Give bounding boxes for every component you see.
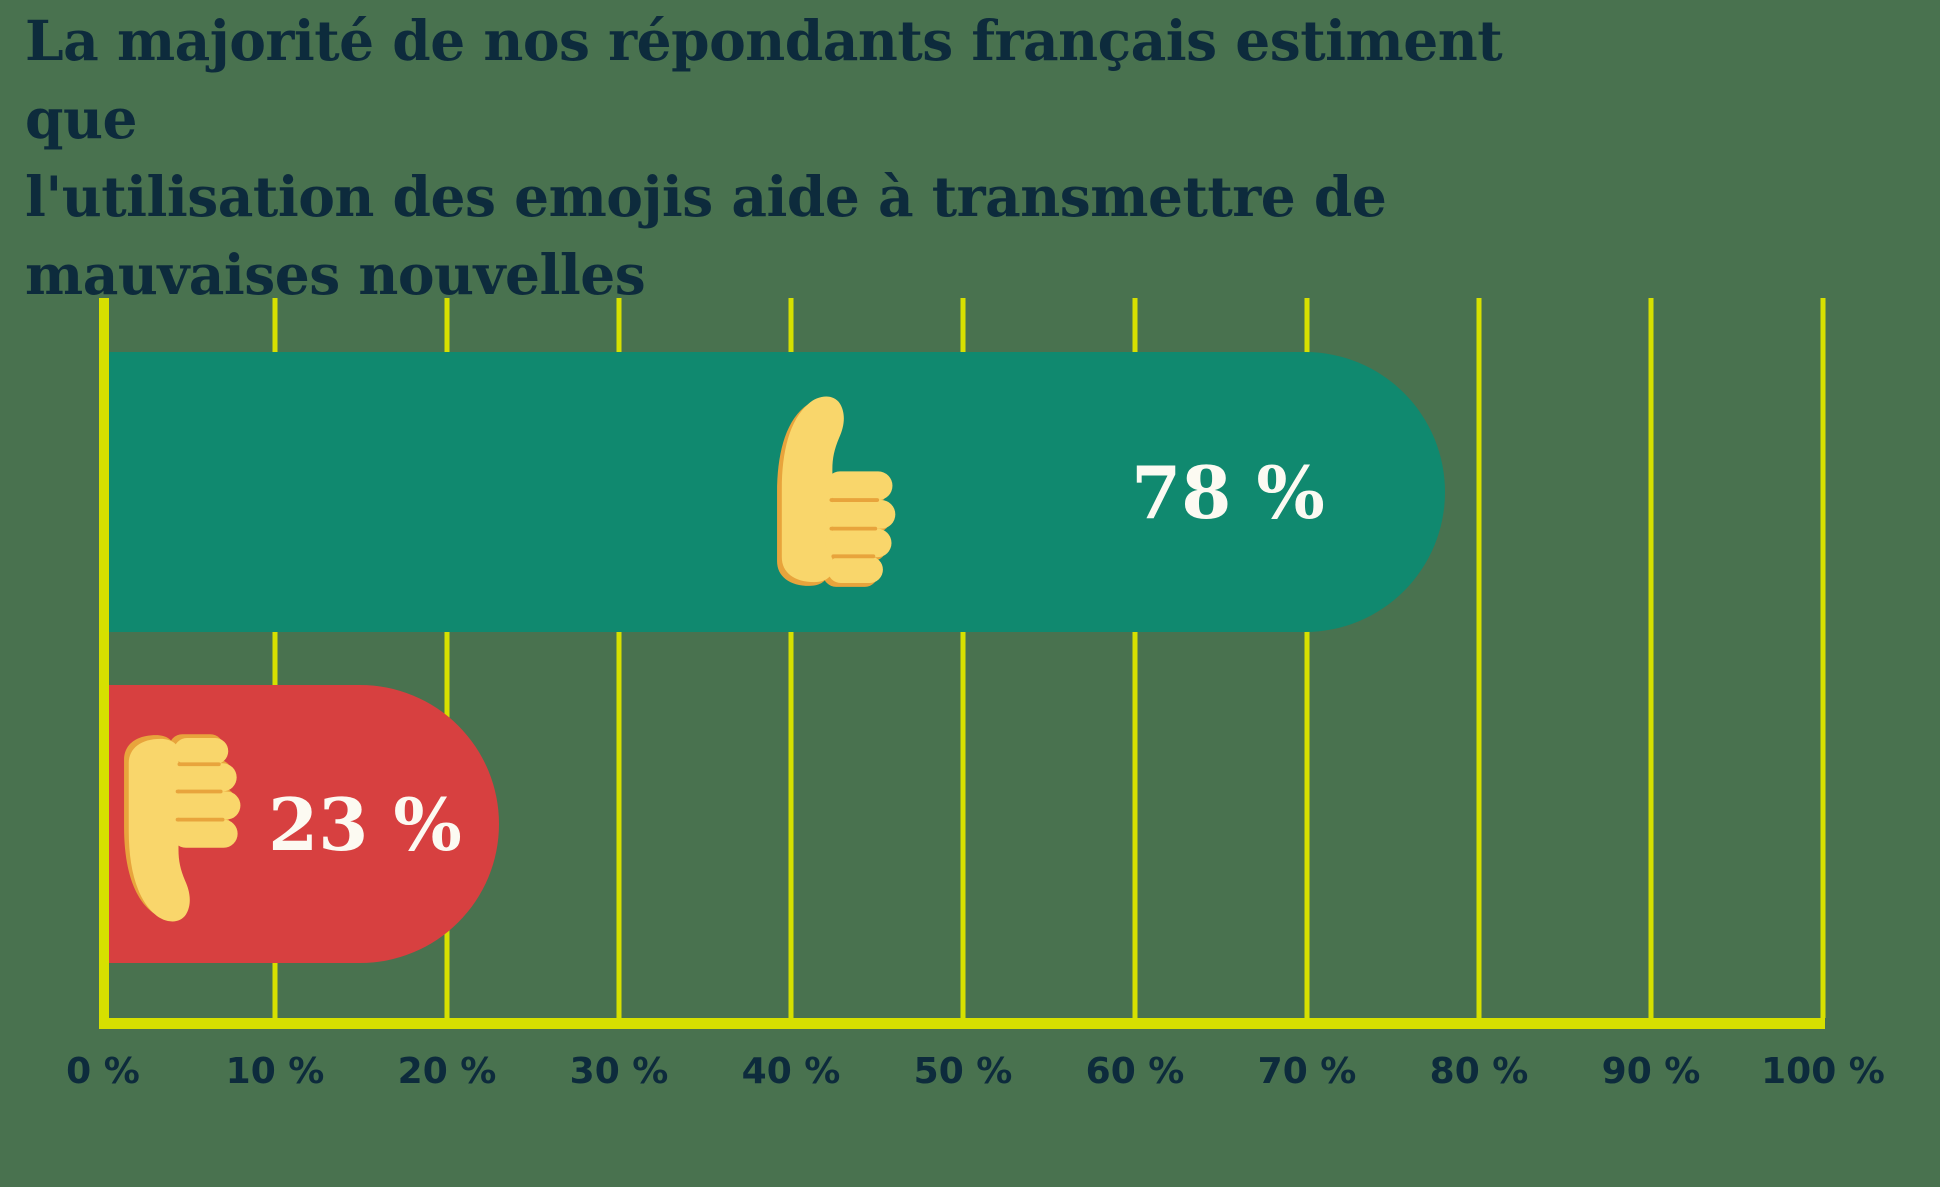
gridline (1304, 298, 1310, 1018)
x-tick-label: 90 % (1601, 1051, 1701, 1092)
title-line-3: mauvaises nouvelles (25, 242, 646, 307)
bar-thumbs-up: 78 % (109, 352, 1445, 632)
x-tick-label: 70 % (1257, 1051, 1357, 1092)
x-tick-label: 20 % (397, 1051, 497, 1092)
chart-title: La majorité de nos répondants français e… (25, 2, 1585, 314)
gridline (444, 298, 450, 1018)
x-axis-labels: 0 % 10 % 20 % 30 % 40 % 50 % 60 % 70 % 80 % 90 % 1… (66, 1051, 1885, 1092)
gridline (960, 298, 966, 1018)
gridline (1476, 298, 1482, 1018)
gridline (788, 298, 794, 1018)
bar-value-label-up: 78 % (1131, 449, 1325, 535)
gridline (272, 298, 278, 1018)
x-tick-label: 60 % (1085, 1051, 1185, 1092)
x-axis-line (99, 1018, 1825, 1029)
y-axis-line (99, 298, 109, 1018)
x-tick-label: 0 % (66, 1051, 140, 1092)
x-tick-label: 30 % (569, 1051, 669, 1092)
title-line-1: La majorité de nos répondants français e… (25, 8, 1503, 151)
gridline (1132, 298, 1138, 1018)
bar-value-label-down: 23 % (268, 781, 462, 867)
bar-thumbs-down: 23 % (109, 685, 499, 963)
plot-area: 78 % 23 % 0 % 10 % 20 % 30 % 40 % 50 % 60 % 70 … (66, 298, 1885, 1092)
gridline (1820, 298, 1826, 1018)
x-tick-label: 80 % (1429, 1051, 1529, 1092)
thumbs-up-icon (777, 396, 896, 587)
x-tick-label: 50 % (913, 1051, 1013, 1092)
thumbs-down-icon (124, 734, 241, 922)
x-tick-label: 100 % (1761, 1051, 1885, 1092)
gridline (1648, 298, 1654, 1018)
x-tick-label: 10 % (225, 1051, 325, 1092)
gridline (616, 298, 622, 1018)
title-line-2: l'utilisation des emojis aide à transmet… (25, 164, 1387, 229)
x-tick-label: 40 % (741, 1051, 841, 1092)
